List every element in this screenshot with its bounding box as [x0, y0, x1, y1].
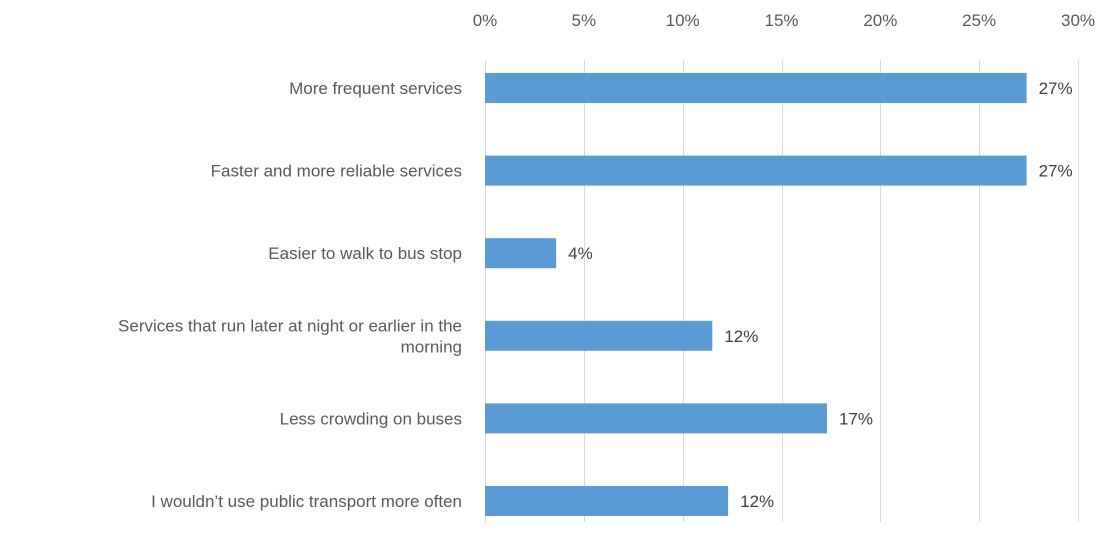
bar	[485, 486, 729, 516]
x-tick-label: 10%	[666, 11, 700, 30]
bar	[485, 320, 713, 351]
bar	[485, 155, 1027, 186]
category-label: Easier to walk to bus stop	[268, 244, 462, 263]
gridlines	[485, 60, 1079, 522]
x-tick-label: 20%	[863, 11, 897, 30]
category-label: Less crowding on buses	[280, 409, 462, 428]
data-label: 4%	[568, 244, 593, 263]
data-label: 12%	[724, 327, 758, 346]
bar	[485, 403, 827, 434]
data-label: 17%	[839, 409, 873, 428]
data-label: 27%	[1039, 79, 1073, 98]
data-labels: 27% 27% 4% 12% 17% 12%	[568, 79, 1072, 511]
bar	[485, 73, 1027, 103]
category-label: Faster and more reliable services	[211, 162, 462, 181]
bars	[485, 73, 1027, 516]
bar	[485, 238, 557, 269]
category-label: Services that run later at night or earl…	[118, 316, 462, 335]
x-tick-label: 0%	[473, 11, 498, 30]
category-label: morning	[401, 337, 462, 356]
x-tick-label: 25%	[962, 11, 996, 30]
data-label: 27%	[1039, 162, 1073, 181]
data-label: 12%	[740, 492, 774, 511]
x-tick-label: 30%	[1061, 11, 1095, 30]
x-tick-label: 5%	[572, 11, 597, 30]
category-label: More frequent services	[289, 79, 462, 98]
category-label: I wouldn’t use public transport more oft…	[151, 492, 462, 511]
category-labels: More frequent services Faster and more re…	[118, 79, 462, 511]
x-tick-label: 15%	[764, 11, 798, 30]
x-axis-tick-labels: 0% 5% 10% 15% 20% 25% 30%	[473, 11, 1095, 30]
